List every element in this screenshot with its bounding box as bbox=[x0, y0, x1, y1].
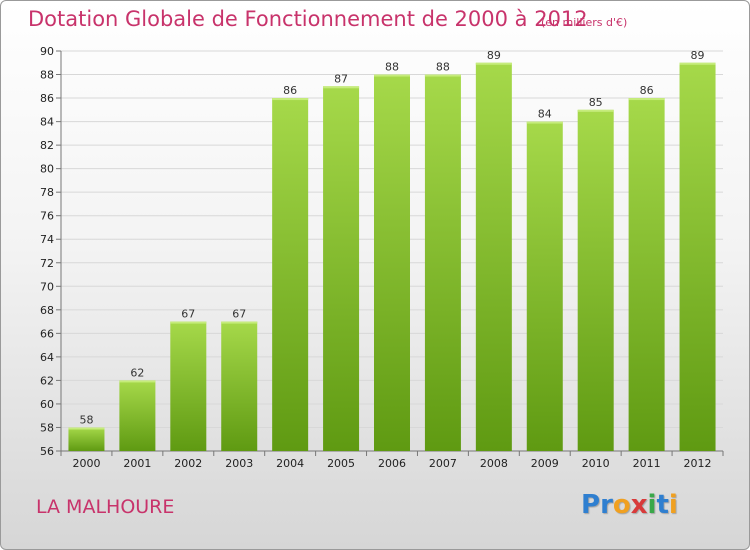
logo-letter: P bbox=[581, 490, 601, 520]
logo-letter: x bbox=[630, 490, 648, 520]
bar bbox=[374, 74, 410, 451]
data-label: 89 bbox=[691, 49, 705, 62]
bar-highlight bbox=[628, 98, 665, 101]
logo-letter: i bbox=[647, 490, 657, 520]
data-label: 85 bbox=[589, 96, 603, 109]
bar bbox=[272, 98, 309, 451]
y-tick-label: 58 bbox=[40, 421, 54, 434]
bar bbox=[323, 86, 360, 451]
data-label: 86 bbox=[283, 84, 297, 97]
data-label: 88 bbox=[436, 61, 450, 74]
y-tick-label: 64 bbox=[40, 351, 54, 364]
y-tick-label: 88 bbox=[40, 69, 54, 82]
proxiti-logo: Proxiti bbox=[581, 490, 678, 520]
logo-letter: o bbox=[612, 490, 631, 520]
bar bbox=[119, 380, 156, 451]
y-tick-label: 84 bbox=[40, 116, 54, 129]
y-tick-label: 74 bbox=[40, 233, 54, 246]
data-label: 87 bbox=[334, 72, 348, 85]
data-label: 67 bbox=[232, 308, 246, 321]
y-tick-label: 86 bbox=[40, 92, 54, 105]
y-tick-label: 76 bbox=[40, 210, 54, 223]
bar-highlight bbox=[679, 62, 716, 65]
y-tick-label: 70 bbox=[40, 280, 54, 293]
bar-highlight bbox=[119, 380, 156, 383]
data-label: 89 bbox=[487, 49, 501, 62]
bar-highlight bbox=[424, 74, 461, 77]
bar-highlight bbox=[374, 74, 410, 77]
y-tick-label: 68 bbox=[40, 304, 54, 317]
x-tick-label: 2007 bbox=[429, 457, 457, 470]
x-tick-label: 2000 bbox=[72, 457, 100, 470]
y-tick-label: 72 bbox=[40, 257, 54, 270]
y-tick-label: 62 bbox=[40, 374, 54, 387]
data-label: 62 bbox=[130, 366, 144, 379]
bar bbox=[679, 62, 716, 451]
x-tick-label: 2004 bbox=[276, 457, 304, 470]
x-tick-label: 2012 bbox=[684, 457, 712, 470]
chart-subtitle: (en milliers d'€) bbox=[541, 16, 628, 29]
labels: 58 62 67 67 86 87 88 88 89 84 85 86 89 bbox=[79, 49, 704, 427]
x-tick-label: 2009 bbox=[531, 457, 559, 470]
bar bbox=[526, 121, 563, 452]
bar bbox=[68, 427, 105, 451]
y-tick-label: 82 bbox=[40, 139, 54, 152]
bar-highlight bbox=[272, 98, 309, 101]
bar bbox=[221, 321, 258, 451]
bar bbox=[628, 98, 665, 451]
x-tick-label: 2003 bbox=[225, 457, 253, 470]
x-tick-label: 2002 bbox=[174, 457, 202, 470]
logo-letter: t bbox=[656, 490, 669, 520]
chart-title: Dotation Globale de Fonctionnement de 20… bbox=[28, 7, 588, 31]
y-tick-label: 66 bbox=[40, 327, 54, 340]
y-tick-label: 90 bbox=[40, 45, 54, 58]
x-tick-label: 2001 bbox=[123, 457, 151, 470]
x-tick-label: 2011 bbox=[633, 457, 661, 470]
x-tick-label: 2005 bbox=[327, 457, 355, 470]
bar-highlight bbox=[221, 321, 258, 324]
data-label: 86 bbox=[640, 84, 654, 97]
data-label: 58 bbox=[79, 413, 93, 426]
data-label: 88 bbox=[385, 61, 399, 74]
x-tick-label: 2010 bbox=[582, 457, 610, 470]
logo-letter: r bbox=[600, 490, 613, 520]
x-tick-label: 2006 bbox=[378, 457, 406, 470]
bar-highlight bbox=[323, 86, 360, 89]
logo-letter: i bbox=[668, 490, 678, 520]
bar bbox=[170, 321, 207, 451]
bar-highlight bbox=[68, 427, 105, 430]
bar bbox=[475, 62, 512, 451]
data-label: 67 bbox=[181, 308, 195, 321]
y-tick-label: 80 bbox=[40, 163, 54, 176]
bar bbox=[577, 109, 614, 451]
x-tick-label: 2008 bbox=[480, 457, 508, 470]
bar-highlight bbox=[170, 321, 207, 324]
bar-highlight bbox=[577, 109, 614, 112]
bar-highlight bbox=[526, 121, 563, 124]
bar bbox=[424, 74, 461, 451]
commune-name: LA MALHOURE bbox=[36, 496, 175, 518]
bars bbox=[68, 62, 716, 452]
y-tick-label: 78 bbox=[40, 186, 54, 199]
y-tick-label: 56 bbox=[40, 445, 54, 458]
y-tick-label: 60 bbox=[40, 398, 54, 411]
bar-highlight bbox=[475, 62, 512, 65]
data-label: 84 bbox=[538, 108, 552, 121]
